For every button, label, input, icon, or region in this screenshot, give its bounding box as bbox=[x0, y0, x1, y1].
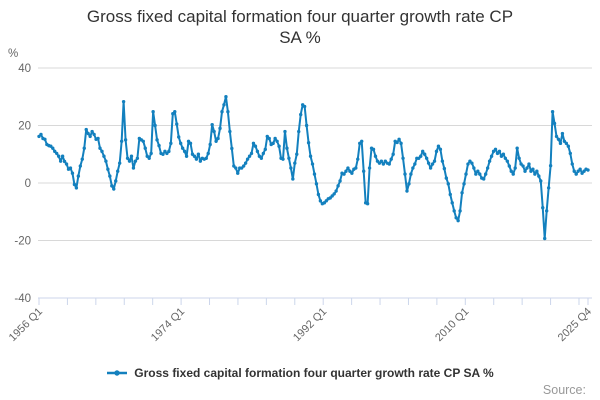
x-axis-tick-label: 1992 Q1 bbox=[291, 306, 329, 344]
y-axis-tick-label: -20 bbox=[14, 236, 31, 248]
chart-title: Gross fixed capital formation four quart… bbox=[0, 6, 600, 48]
x-axis bbox=[38, 297, 592, 305]
x-axis-tick-label: 1956 Q1 bbox=[7, 306, 45, 344]
x-axis-tick-label: 2010 Q1 bbox=[433, 306, 471, 344]
legend-line-marker-icon bbox=[107, 370, 128, 376]
y-axis-tick-label: 40 bbox=[18, 63, 31, 75]
legend-label: Gross fixed capital formation four quart… bbox=[134, 366, 494, 380]
y-axis-tick-label: -40 bbox=[14, 293, 31, 305]
x-axis-labels: 1956 Q1 1974 Q1 1992 Q1 2010 Q1 2025 Q4 bbox=[7, 306, 594, 344]
x-axis-tick-label: 2025 Q4 bbox=[556, 306, 594, 344]
series-line[interactable] bbox=[37, 95, 590, 241]
y-axis-unit-label: % bbox=[8, 48, 18, 60]
chart-title-line1: Gross fixed capital formation four quart… bbox=[86, 7, 514, 26]
y-axis-tick-label: 20 bbox=[18, 121, 31, 133]
chart-title-line2: SA % bbox=[279, 28, 321, 47]
y-axis-tick-label: 0 bbox=[25, 178, 31, 190]
source-note: Source: bbox=[542, 383, 586, 397]
legend-item[interactable]: Gross fixed capital formation four quart… bbox=[0, 363, 600, 383]
x-axis-tick-label: 1974 Q1 bbox=[149, 306, 187, 344]
y-axis-labels: 40 20 0 -20 -40 bbox=[14, 63, 31, 305]
